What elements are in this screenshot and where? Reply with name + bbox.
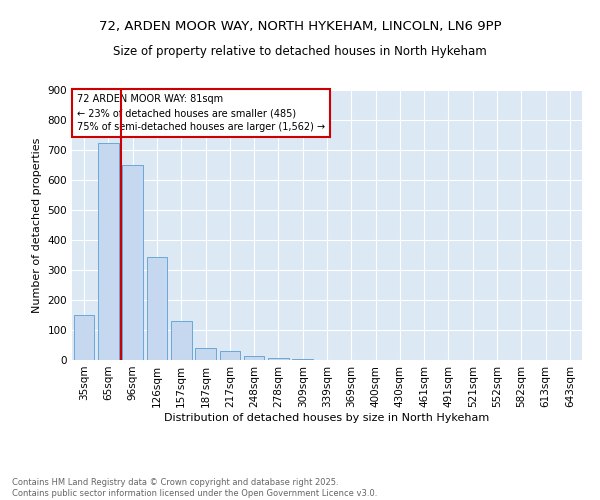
Bar <box>195 348 216 360</box>
Text: Size of property relative to detached houses in North Hykeham: Size of property relative to detached ho… <box>113 45 487 58</box>
Bar <box>122 165 143 360</box>
X-axis label: Distribution of detached houses by size in North Hykeham: Distribution of detached houses by size … <box>164 412 490 422</box>
Bar <box>74 315 94 360</box>
Bar <box>268 358 289 360</box>
Text: 72 ARDEN MOOR WAY: 81sqm
← 23% of detached houses are smaller (485)
75% of semi-: 72 ARDEN MOOR WAY: 81sqm ← 23% of detach… <box>77 94 325 132</box>
Text: Contains HM Land Registry data © Crown copyright and database right 2025.
Contai: Contains HM Land Registry data © Crown c… <box>12 478 377 498</box>
Text: 72, ARDEN MOOR WAY, NORTH HYKEHAM, LINCOLN, LN6 9PP: 72, ARDEN MOOR WAY, NORTH HYKEHAM, LINCO… <box>98 20 502 33</box>
Y-axis label: Number of detached properties: Number of detached properties <box>32 138 42 312</box>
Bar <box>171 321 191 360</box>
Bar <box>98 142 119 360</box>
Bar <box>220 351 240 360</box>
Bar <box>244 356 265 360</box>
Bar <box>146 256 167 360</box>
